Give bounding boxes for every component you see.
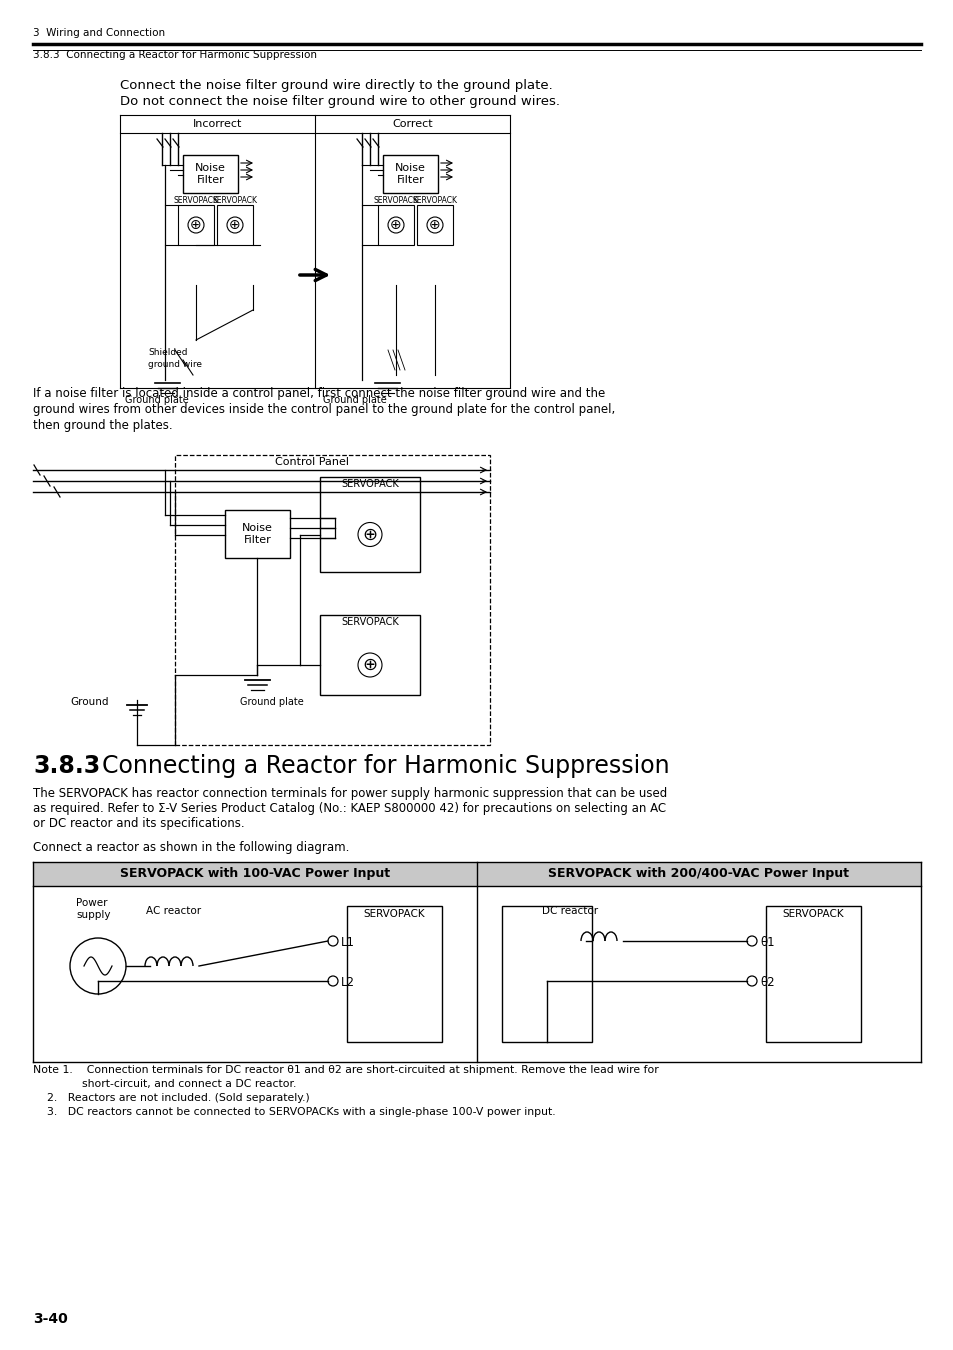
Bar: [319, 616, 419, 695]
Text: SERVOPACK: SERVOPACK: [341, 479, 398, 489]
Text: SERVOPACK: SERVOPACK: [213, 196, 257, 205]
Text: Noise
Filter: Noise Filter: [194, 163, 226, 185]
Text: or DC reactor and its specifications.: or DC reactor and its specifications.: [33, 817, 244, 830]
Text: ⊕: ⊕: [190, 217, 202, 232]
Text: 3-40: 3-40: [33, 1312, 68, 1326]
Text: ground wires from other devices inside the control panel to the ground plate for: ground wires from other devices inside t…: [33, 404, 615, 416]
Text: Ground plate: Ground plate: [240, 697, 303, 707]
Bar: [377, 205, 414, 244]
Text: short-circuit, and connect a DC reactor.: short-circuit, and connect a DC reactor.: [33, 1079, 296, 1089]
Text: Do not connect the noise filter ground wire to other ground wires.: Do not connect the noise filter ground w…: [120, 95, 559, 108]
Text: The SERVOPACK has reactor connection terminals for power supply harmonic suppres: The SERVOPACK has reactor connection ter…: [33, 787, 666, 801]
Text: SERVOPACK with 100-VAC Power Input: SERVOPACK with 100-VAC Power Input: [120, 868, 390, 880]
Text: Control Panel: Control Panel: [275, 458, 349, 467]
Text: ⊕: ⊕: [362, 656, 377, 674]
Text: AC reactor: AC reactor: [146, 906, 201, 917]
Text: then ground the plates.: then ground the plates.: [33, 418, 172, 432]
Text: 3  Wiring and Connection: 3 Wiring and Connection: [33, 28, 165, 38]
Text: SERVOPACK: SERVOPACK: [412, 196, 457, 205]
Text: 3.8.3  Connecting a Reactor for Harmonic Suppression: 3.8.3 Connecting a Reactor for Harmonic …: [33, 50, 316, 59]
Text: Connect the noise filter ground wire directly to the ground plate.: Connect the noise filter ground wire dir…: [120, 80, 552, 92]
Text: L2: L2: [340, 976, 355, 990]
Bar: [382, 155, 437, 193]
Text: Ground plate: Ground plate: [125, 396, 189, 405]
Text: Ground: Ground: [71, 697, 109, 707]
Text: ⊕: ⊕: [390, 217, 401, 232]
Text: SERVOPACK: SERVOPACK: [363, 909, 425, 919]
Text: Correct: Correct: [392, 119, 433, 130]
Bar: [178, 205, 213, 244]
Text: 3.   DC reactors cannot be connected to SERVOPACKs with a single-phase 100-V pow: 3. DC reactors cannot be connected to SE…: [33, 1107, 555, 1116]
Bar: [183, 155, 237, 193]
Text: ⊕: ⊕: [429, 217, 440, 232]
Text: SERVOPACK: SERVOPACK: [374, 196, 418, 205]
Bar: [765, 906, 861, 1042]
Text: supply: supply: [76, 910, 111, 919]
Text: 2.   Reactors are not included. (Sold separately.): 2. Reactors are not included. (Sold sepa…: [33, 1094, 310, 1103]
Text: SERVOPACK: SERVOPACK: [341, 617, 398, 626]
Text: as required. Refer to Σ-V Series Product Catalog (No.: KAEP S800000 42) for prec: as required. Refer to Σ-V Series Product…: [33, 802, 665, 815]
Text: Connect a reactor as shown in the following diagram.: Connect a reactor as shown in the follow…: [33, 841, 349, 855]
Bar: [33, 863, 476, 886]
Text: θ2: θ2: [760, 976, 774, 990]
Text: Incorrect: Incorrect: [193, 119, 242, 130]
Bar: [476, 863, 920, 886]
Bar: [501, 906, 592, 1042]
Bar: [216, 205, 253, 244]
Text: Noise
Filter: Noise Filter: [242, 524, 273, 545]
Bar: [174, 455, 490, 745]
Text: Ground plate: Ground plate: [323, 396, 386, 405]
Text: If a noise filter is located inside a control panel, first connect the noise fil: If a noise filter is located inside a co…: [33, 387, 604, 400]
Text: Power: Power: [76, 898, 108, 909]
Text: Note 1.    Connection terminals for DC reactor θ1 and θ2 are short-circuited at : Note 1. Connection terminals for DC reac…: [33, 1065, 659, 1075]
Bar: [225, 510, 290, 558]
Text: ⊕: ⊕: [229, 217, 240, 232]
Text: DC reactor: DC reactor: [541, 906, 598, 917]
Text: 3.8.3: 3.8.3: [33, 755, 100, 778]
Text: SERVOPACK: SERVOPACK: [173, 196, 218, 205]
Text: ground wire: ground wire: [148, 360, 202, 369]
Text: SERVOPACK: SERVOPACK: [781, 909, 843, 919]
Text: Shielded: Shielded: [148, 348, 188, 356]
Bar: [319, 477, 419, 572]
Text: ⊕: ⊕: [362, 525, 377, 544]
Text: Noise
Filter: Noise Filter: [395, 163, 425, 185]
Text: SERVOPACK with 200/400-VAC Power Input: SERVOPACK with 200/400-VAC Power Input: [548, 868, 848, 880]
Text: θ1: θ1: [760, 937, 774, 949]
Bar: [347, 906, 441, 1042]
Text: L1: L1: [340, 937, 355, 949]
Text: Connecting a Reactor for Harmonic Suppression: Connecting a Reactor for Harmonic Suppre…: [102, 755, 669, 778]
Bar: [416, 205, 453, 244]
